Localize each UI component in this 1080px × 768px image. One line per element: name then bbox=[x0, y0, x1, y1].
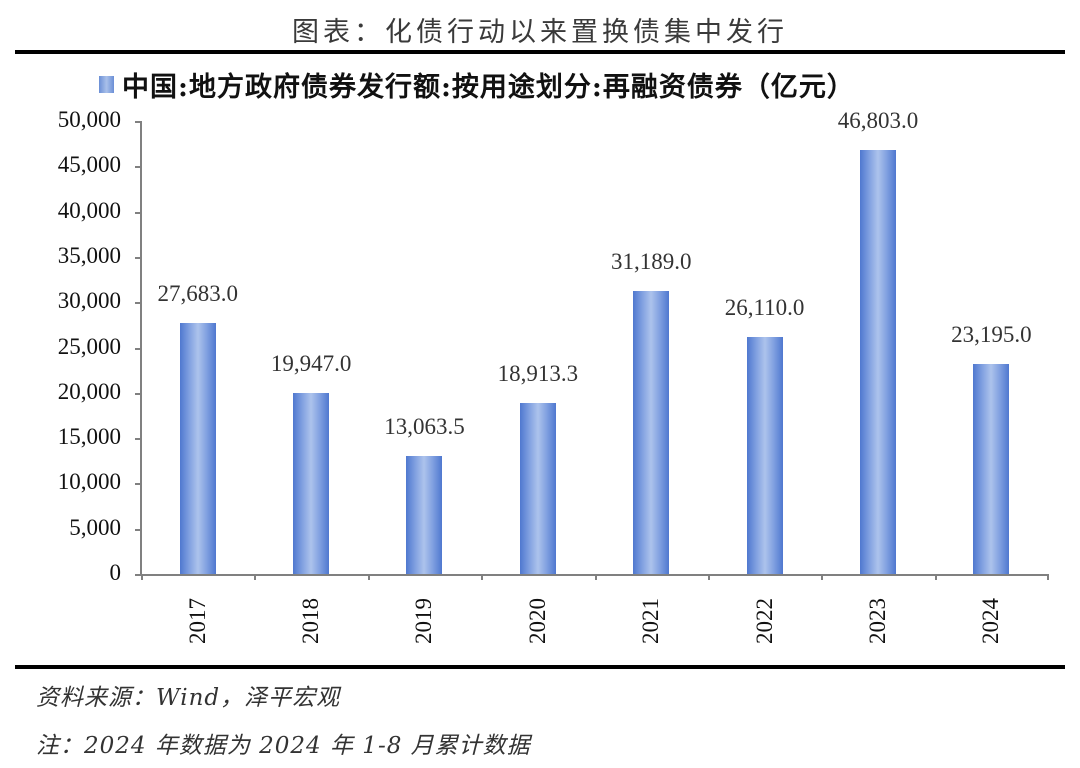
y-tick-label: 0 bbox=[109, 560, 122, 585]
bar-value-label: 19,947.0 bbox=[270, 351, 352, 377]
bar-2021 bbox=[633, 291, 670, 574]
bar-value-label: 26,110.0 bbox=[724, 295, 805, 321]
y-tick bbox=[135, 347, 141, 350]
x-tick bbox=[254, 574, 257, 580]
legend-swatch-icon bbox=[99, 75, 114, 93]
bar-value-label: 23,195.0 bbox=[951, 321, 1032, 347]
x-tick bbox=[367, 574, 370, 580]
bar-value-label: 18,913.3 bbox=[497, 360, 579, 386]
y-tick-label: 40,000 bbox=[57, 197, 121, 223]
bar-2020 bbox=[519, 402, 556, 574]
x-tick bbox=[707, 574, 710, 580]
bar-2019 bbox=[406, 455, 443, 574]
x-tick bbox=[481, 574, 484, 580]
source-note: 资料来源：Wind，泽平宏观 bbox=[36, 685, 341, 711]
x-tick bbox=[1047, 574, 1049, 580]
y-tick-label: 45,000 bbox=[57, 152, 121, 178]
top-rule bbox=[15, 50, 1065, 54]
x-tick-label: 2021 bbox=[638, 598, 664, 644]
y-tick bbox=[135, 121, 141, 123]
y-axis bbox=[140, 121, 142, 575]
y-tick bbox=[135, 166, 141, 169]
data-note: 注：2024 年数据为 2024 年 1-8 月累计数据 bbox=[36, 733, 531, 759]
y-tick bbox=[135, 483, 141, 486]
x-tick-label: 2023 bbox=[864, 598, 890, 644]
x-tick bbox=[934, 574, 937, 580]
x-tick-label: 2020 bbox=[524, 598, 550, 644]
y-tick-label: 30,000 bbox=[57, 288, 121, 314]
y-tick bbox=[135, 528, 141, 531]
bar-2022 bbox=[746, 337, 783, 574]
bar-value-label: 13,063.5 bbox=[384, 413, 465, 439]
x-tick bbox=[594, 574, 597, 580]
legend: 中国:地方政府债券发行额:按用途划分:再融资债券（亿元） bbox=[99, 64, 855, 104]
y-tick bbox=[135, 392, 141, 395]
bar-value-label: 31,189.0 bbox=[610, 249, 692, 275]
y-tick bbox=[135, 574, 141, 576]
x-tick-label: 2024 bbox=[978, 598, 1004, 644]
bar-value-label: 27,683.0 bbox=[157, 281, 238, 307]
y-tick bbox=[135, 256, 141, 259]
bar-2023 bbox=[859, 149, 896, 574]
x-tick-label: 2019 bbox=[411, 598, 437, 644]
x-tick bbox=[821, 574, 824, 580]
y-tick-label: 20,000 bbox=[57, 378, 121, 404]
bar-value-label: 46,803.0 bbox=[837, 107, 919, 133]
y-tick-label: 5,000 bbox=[69, 514, 121, 540]
y-tick bbox=[135, 302, 141, 305]
x-tick bbox=[141, 574, 143, 580]
y-tick-label: 35,000 bbox=[57, 242, 121, 268]
x-tick-label: 2017 bbox=[184, 598, 210, 644]
legend-label: 中国:地方政府债券发行额:按用途划分:再融资债券（亿元） bbox=[122, 71, 855, 103]
bar-2024 bbox=[973, 363, 1010, 574]
y-tick bbox=[135, 211, 141, 214]
y-tick bbox=[135, 438, 141, 441]
y-tick-label: 10,000 bbox=[57, 469, 121, 495]
bar-2017 bbox=[179, 323, 216, 574]
bar-2018 bbox=[293, 393, 330, 574]
y-tick-label: 15,000 bbox=[57, 424, 121, 450]
x-tick-label: 2018 bbox=[298, 598, 324, 644]
bottom-rule bbox=[15, 665, 1065, 669]
y-tick-label: 50,000 bbox=[57, 107, 121, 132]
x-tick-label: 2022 bbox=[751, 598, 777, 644]
y-tick-label: 25,000 bbox=[57, 333, 121, 359]
bar-chart: 0 5,000 10,000 15,000 20,000 25,000 30,000 35,0… bbox=[57, 107, 1049, 644]
figure-title: 图表：化债行动以来置换债集中发行 bbox=[292, 17, 788, 48]
